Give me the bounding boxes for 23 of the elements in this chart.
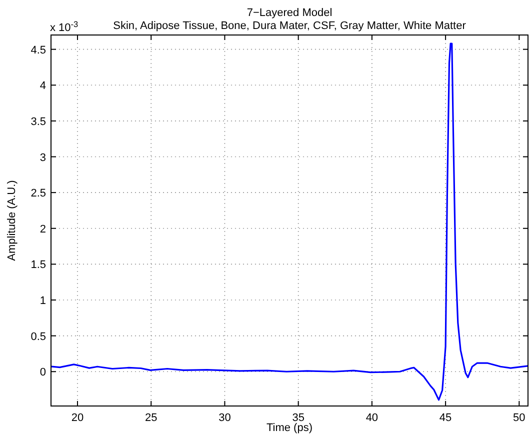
- y-tick-label: 3.5: [30, 116, 46, 128]
- y-tick-label: 2: [40, 223, 46, 236]
- y-tick-label: 1: [40, 295, 46, 307]
- y-tick-label: 4: [40, 80, 46, 92]
- x-axis-title: Time (ps): [266, 422, 313, 434]
- y-tick-label: 4.5: [30, 44, 46, 56]
- line-series: [51, 42, 528, 401]
- chart-subtitle: Skin, Adipose Tissue, Bone, Dura Mater, CSF, Gray Matter, White Matter: [113, 20, 466, 32]
- chart-title: 7−Layered Model: [246, 7, 332, 19]
- y-tick-label: 3: [40, 152, 46, 164]
- x-tick-label: 50: [513, 412, 526, 424]
- x-tick-label: 25: [144, 412, 158, 424]
- y-tick-label: 0.5: [30, 330, 46, 343]
- x-tick-label: 45: [439, 412, 452, 424]
- y-tick-label: 2.5: [30, 188, 46, 200]
- x-tick-label: 30: [218, 412, 231, 424]
- x-tick-label: 35: [292, 412, 304, 424]
- text: x 10$^{-3}$: [50, 20, 79, 34]
- x-tick-label: 40: [366, 412, 378, 424]
- y-tick-label: 0: [40, 366, 46, 379]
- y-tick-label: 1.5: [30, 259, 46, 272]
- y-axis-title: Amplitude (A.U.): [6, 180, 18, 261]
- x-tick-label: 20: [71, 412, 84, 424]
